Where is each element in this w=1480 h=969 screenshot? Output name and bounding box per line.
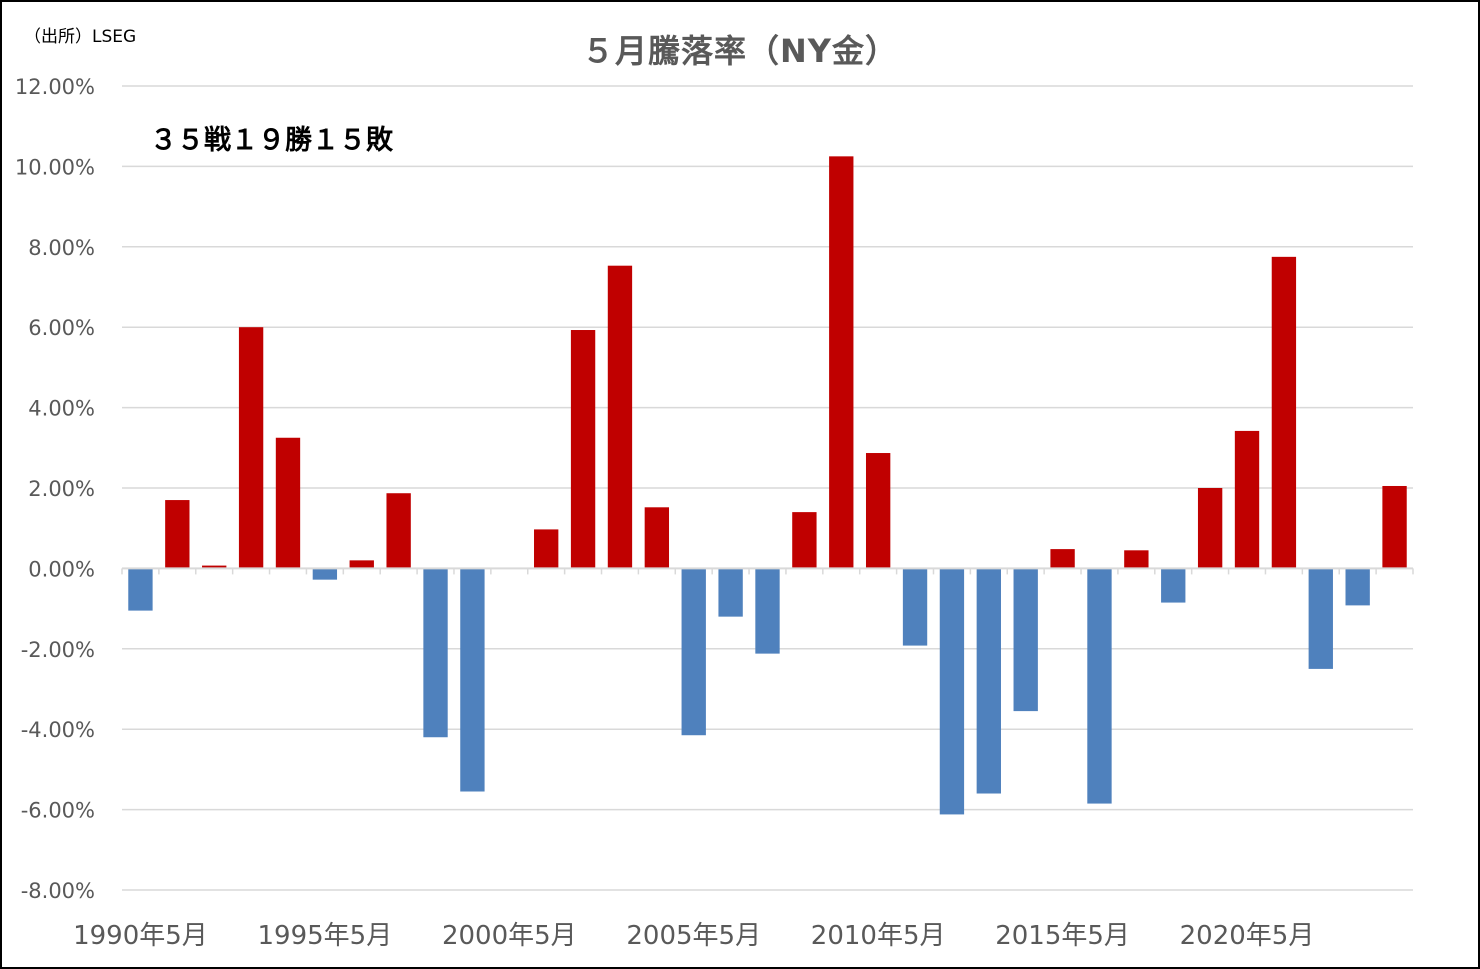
bar-2021年5月 bbox=[1271, 256, 1297, 569]
y-tick-label: -8.00% bbox=[21, 879, 95, 903]
win-loss-record: ３５戦１９勝１５敗 bbox=[150, 125, 393, 156]
bar-2005年5月 bbox=[681, 568, 706, 736]
bar-1996年5月 bbox=[349, 560, 374, 569]
bar-2022年5月 bbox=[1308, 568, 1333, 669]
bar-1991年5月 bbox=[165, 500, 190, 569]
bar-2023年5月 bbox=[1345, 568, 1370, 606]
y-tick-label: -4.00% bbox=[21, 718, 95, 742]
bar-2011年5月 bbox=[902, 568, 928, 646]
bar-1994年5月 bbox=[275, 437, 301, 569]
bar-1999年5月 bbox=[460, 568, 485, 792]
bar-2002年5月 bbox=[570, 330, 596, 569]
bar-1993年5月 bbox=[238, 327, 264, 569]
x-tick-label: 2000年5月 bbox=[442, 921, 577, 951]
y-tick-label: 12.00% bbox=[15, 75, 95, 99]
bar-2007年5月 bbox=[755, 568, 780, 654]
y-tick-label: 0.00% bbox=[28, 557, 95, 581]
x-tick-label: 2015年5月 bbox=[995, 921, 1130, 951]
chart-title: ５月騰落率（NY金） bbox=[582, 32, 898, 70]
bar-1998年5月 bbox=[423, 568, 448, 738]
bar-2016年5月 bbox=[1087, 568, 1112, 804]
bar-1992年5月 bbox=[202, 565, 227, 569]
bar-2001年5月 bbox=[534, 529, 559, 569]
y-axis-tick-labels: 12.00% 10.00% 8.00% 6.00% 4.00% 2.00% 0.00% -2.… bbox=[15, 75, 95, 903]
y-tick-label: -2.00% bbox=[21, 638, 95, 662]
x-tick-label: 1995年5月 bbox=[258, 921, 393, 951]
x-tick-label: 2005年5月 bbox=[626, 921, 761, 951]
bar-2014年5月 bbox=[1013, 568, 1038, 712]
bar-2006年5月 bbox=[718, 568, 743, 617]
bar-2004年5月 bbox=[644, 507, 670, 569]
bars bbox=[128, 156, 1407, 815]
x-tick-label: 2010年5月 bbox=[811, 921, 946, 951]
x-axis bbox=[121, 567, 1414, 575]
bar-2018年5月 bbox=[1161, 568, 1186, 603]
bar-2003年5月 bbox=[607, 265, 633, 569]
bar-2012年5月 bbox=[939, 568, 965, 815]
y-tick-label: 6.00% bbox=[28, 316, 95, 340]
bar-2013年5月 bbox=[976, 568, 1001, 794]
bar-2020年5月 bbox=[1234, 430, 1260, 569]
bar-2009年5月 bbox=[829, 156, 854, 569]
bar-2008年5月 bbox=[792, 512, 817, 569]
bar-2019年5月 bbox=[1197, 488, 1223, 569]
bar-1990年5月 bbox=[128, 568, 153, 611]
y-tick-label: -6.00% bbox=[21, 799, 95, 823]
bar-2015年5月 bbox=[1050, 549, 1075, 569]
bar-2010年5月 bbox=[865, 453, 891, 569]
y-tick-label: 2.00% bbox=[28, 477, 95, 501]
x-tick-label: 2020年5月 bbox=[1180, 921, 1315, 951]
y-tick-label: 10.00% bbox=[15, 155, 95, 179]
x-tick-label: 1990年5月 bbox=[73, 921, 208, 951]
bar-2017年5月 bbox=[1124, 550, 1149, 569]
y-tick-label: 4.00% bbox=[28, 397, 95, 421]
bar-1995年5月 bbox=[312, 568, 338, 580]
y-tick-label: 8.00% bbox=[28, 236, 95, 260]
x-axis-tick-labels: 1990年5月 1995年5月 2000年5月 2005年5月 2010年5月 2015年… bbox=[73, 921, 1314, 951]
source-label: （出所）LSEG bbox=[24, 27, 137, 47]
bar-2024年5月 bbox=[1382, 485, 1407, 569]
bar-1997年5月 bbox=[386, 493, 411, 569]
